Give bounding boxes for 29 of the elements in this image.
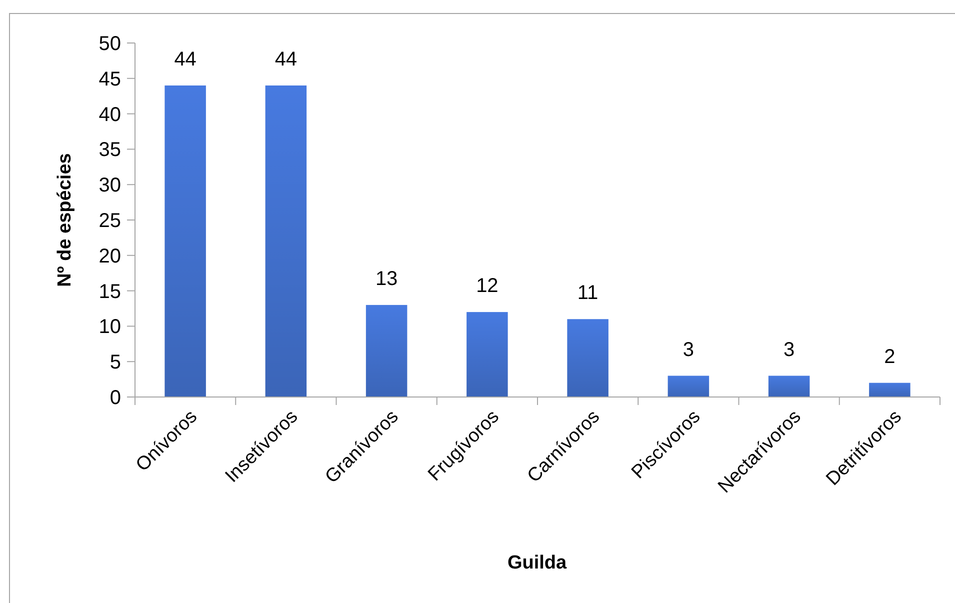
y-tick-label: 25 (98, 210, 121, 232)
bar (466, 312, 508, 397)
bar (869, 382, 910, 397)
y-tick-label: 35 (98, 139, 121, 162)
x-axis-title: Guilda (507, 552, 567, 574)
y-tick-label: 45 (98, 68, 121, 90)
bar (668, 376, 710, 397)
y-tick-label: 10 (98, 316, 121, 338)
y-tick-label: 40 (98, 104, 121, 126)
y-tick-label: 20 (98, 245, 121, 268)
y-tick-label: 5 (110, 352, 121, 374)
y-tick-label: 0 (110, 387, 121, 409)
data-label: 11 (577, 282, 598, 304)
bar (164, 85, 206, 397)
y-tick-label: 30 (98, 174, 121, 197)
data-label: 44 (274, 48, 298, 70)
data-label: 2 (884, 346, 896, 368)
bar (768, 376, 810, 397)
data-label: 3 (784, 338, 795, 361)
bar (265, 85, 307, 397)
bar (567, 319, 608, 397)
data-label: 44 (174, 48, 196, 70)
y-tick-label: 15 (98, 280, 121, 303)
y-axis-title: Nº de espécies (54, 153, 76, 287)
data-label: 3 (682, 338, 694, 361)
data-label: 12 (476, 275, 498, 298)
bar (366, 304, 408, 397)
y-tick-label: 50 (98, 33, 121, 55)
data-label: 13 (375, 268, 398, 290)
